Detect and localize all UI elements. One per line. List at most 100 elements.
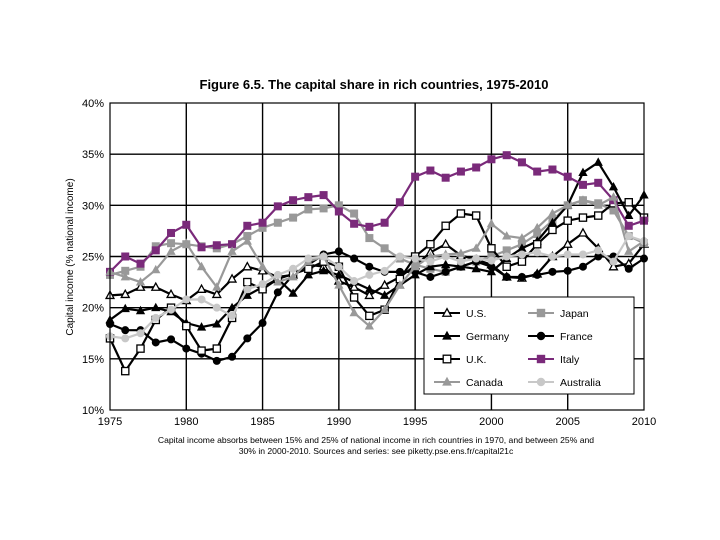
data-point: [536, 377, 546, 387]
data-point: [258, 218, 267, 227]
data-point: [197, 295, 206, 304]
legend-label: Canada: [466, 377, 503, 389]
data-point: [273, 288, 282, 297]
data-point: [410, 261, 420, 271]
data-point: [212, 319, 222, 328]
data-point: [257, 261, 268, 271]
data-point: [426, 239, 435, 249]
data-point: [456, 167, 465, 176]
legend-item-canada: Canada: [434, 376, 503, 389]
data-point: [365, 234, 374, 243]
x-tick-label: 1995: [403, 416, 427, 428]
x-tick-label: 2005: [555, 416, 579, 428]
data-point: [349, 281, 360, 291]
data-point: [350, 254, 359, 263]
legend-item-australia: Australia: [528, 377, 601, 389]
legend-item-u-k: U.K.: [434, 354, 486, 366]
data-point: [472, 163, 481, 172]
series-line-japan: [109, 199, 645, 276]
data-point: [334, 262, 343, 271]
data-point: [536, 331, 546, 341]
data-point: [517, 272, 526, 281]
chart-title: Figure 6.5. The capital share in rich co…: [200, 77, 549, 92]
data-point: [151, 246, 160, 255]
legend-label: Italy: [560, 354, 580, 366]
data-point: [334, 280, 344, 289]
data-point: [471, 211, 481, 220]
y-tick-label: 30%: [82, 200, 104, 212]
data-point: [182, 220, 191, 229]
data-point: [379, 290, 390, 299]
data-point: [182, 295, 191, 304]
data-point: [441, 221, 450, 231]
data-point: [486, 266, 497, 276]
data-point: [121, 326, 130, 335]
data-point: [578, 180, 587, 189]
series-germany: [105, 157, 649, 331]
data-point: [136, 329, 145, 338]
data-point: [548, 267, 557, 276]
data-point: [135, 305, 146, 315]
data-point: [502, 231, 512, 240]
data-point: [548, 165, 557, 174]
data-point: [181, 238, 191, 247]
data-point: [426, 257, 435, 266]
caption-line-1: Capital income absorbs between 15% and 2…: [158, 435, 594, 445]
data-point: [624, 264, 633, 273]
data-point: [273, 277, 283, 286]
data-point: [593, 211, 603, 220]
data-point: [120, 271, 130, 281]
data-point: [379, 304, 390, 314]
data-point: [228, 311, 237, 320]
x-tick-label: 1980: [174, 416, 198, 428]
data-point: [304, 264, 313, 274]
data-point: [364, 289, 375, 300]
data-point: [212, 303, 221, 312]
data-point: [227, 302, 237, 312]
data-point: [273, 218, 282, 227]
data-point: [624, 232, 633, 241]
data-point: [319, 252, 328, 261]
data-point: [350, 277, 359, 286]
series-line-canada: [109, 196, 645, 328]
data-point: [548, 225, 557, 235]
data-point: [441, 259, 451, 269]
data-point: [578, 167, 588, 177]
data-point: [242, 261, 253, 271]
data-point: [532, 239, 542, 249]
data-point: [288, 288, 298, 297]
data-point: [167, 335, 176, 344]
data-point: [624, 221, 633, 230]
data-point: [289, 264, 298, 273]
data-point: [442, 354, 452, 364]
data-point: [136, 344, 145, 353]
data-point: [120, 303, 130, 313]
data-point: [487, 155, 496, 164]
data-point: [548, 252, 557, 261]
legend-label: U.K.: [466, 354, 486, 366]
data-point: [471, 263, 481, 273]
series-layer: [104, 151, 650, 376]
data-point: [533, 167, 542, 176]
data-point: [441, 252, 450, 261]
legend-label: France: [560, 331, 593, 343]
data-point: [257, 265, 268, 275]
data-point: [456, 248, 466, 257]
data-point: [578, 262, 587, 271]
data-point: [456, 209, 466, 218]
data-point: [212, 344, 222, 353]
data-point: [593, 157, 603, 166]
data-point: [608, 192, 619, 201]
legend: U.S. Japan Germany France U.K. Italy Canada Aus…: [423, 296, 635, 395]
data-point: [273, 270, 282, 279]
y-tick-label: 10%: [82, 405, 104, 417]
data-point: [120, 288, 131, 299]
data-point: [563, 200, 573, 209]
data-point: [578, 250, 587, 259]
data-point: [440, 238, 451, 248]
series-australia: [106, 232, 649, 343]
data-point: [349, 307, 359, 317]
data-point: [121, 366, 130, 376]
data-point: [243, 334, 252, 343]
data-point: [212, 241, 221, 250]
